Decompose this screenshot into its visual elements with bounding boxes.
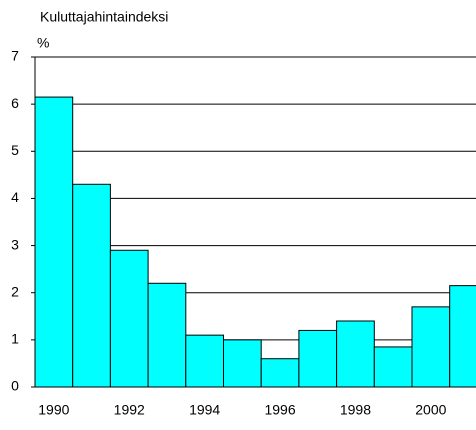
y-tick-label: 0 <box>11 378 19 394</box>
y-tick-label: 1 <box>11 331 19 347</box>
bar <box>336 320 375 388</box>
x-tick-label: 2000 <box>415 402 446 418</box>
y-tick-label: 5 <box>11 142 19 158</box>
x-tick-label: 1996 <box>264 402 295 418</box>
bar <box>185 334 225 388</box>
x-tick-label: 1998 <box>340 402 371 418</box>
bar <box>298 329 338 388</box>
bar <box>373 346 413 388</box>
bar <box>411 306 451 388</box>
y-tick-label: 3 <box>11 236 19 252</box>
y-axis-label: % <box>37 35 49 51</box>
x-tick-label: 1992 <box>114 402 145 418</box>
y-tick-label: 4 <box>11 189 19 205</box>
bar <box>260 358 300 388</box>
x-tick-label: 1994 <box>189 402 220 418</box>
bar <box>72 183 111 388</box>
bar <box>109 249 149 388</box>
axes: 0 1 2 3 4 5 6 7 1990 1992 1994 1996 1998 2000 <box>11 48 476 418</box>
y-tick-label: 7 <box>11 48 19 64</box>
chart-title: Kuluttajahintaindeksi <box>40 9 168 25</box>
bar <box>449 285 476 388</box>
x-tick-label: 1990 <box>38 402 69 418</box>
bars <box>34 96 476 388</box>
bar <box>147 282 187 388</box>
bar <box>34 96 74 388</box>
y-tick-label: 6 <box>11 95 19 111</box>
bar <box>223 339 262 388</box>
y-tick-label: 2 <box>11 283 19 299</box>
